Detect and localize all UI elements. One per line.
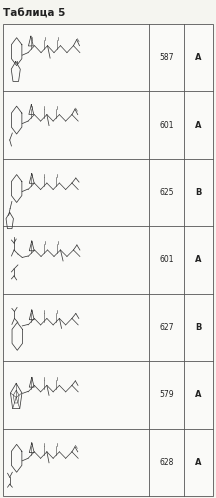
Text: A: A (195, 255, 202, 264)
Text: 579: 579 (159, 390, 174, 399)
Text: A: A (195, 390, 202, 399)
Text: 601: 601 (159, 255, 174, 264)
Text: B: B (195, 323, 202, 332)
Text: 587: 587 (159, 53, 174, 62)
Text: 628: 628 (159, 458, 174, 467)
Text: Таблица 5: Таблица 5 (3, 8, 66, 18)
Text: A: A (195, 121, 202, 129)
Text: 625: 625 (159, 188, 174, 197)
Text: 627: 627 (159, 323, 174, 332)
Text: B: B (195, 188, 202, 197)
Text: A: A (195, 458, 202, 467)
Text: 601: 601 (159, 121, 174, 129)
Text: A: A (195, 53, 202, 62)
